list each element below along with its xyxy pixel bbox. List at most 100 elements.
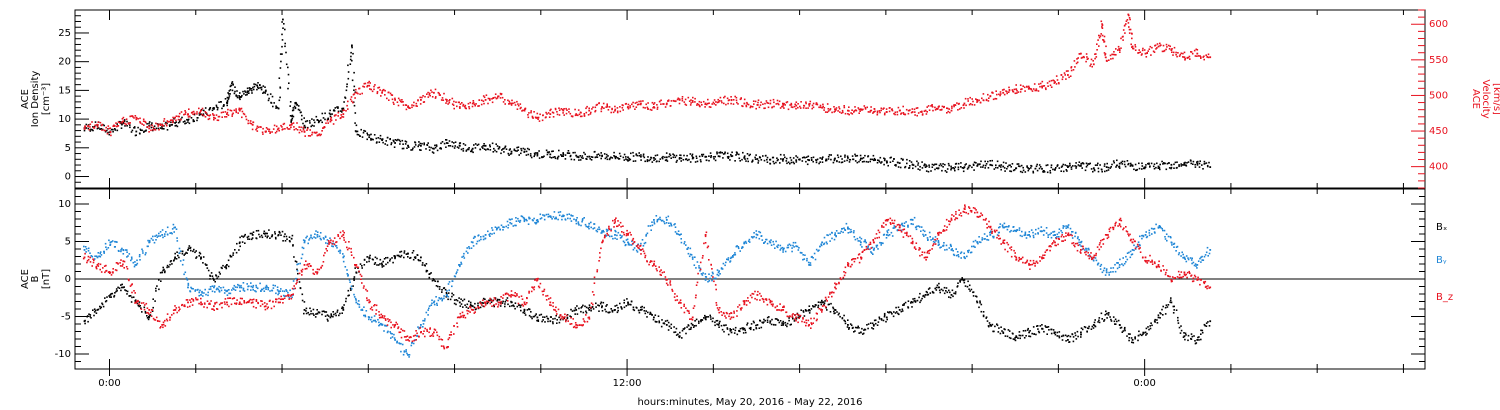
data-point [955, 162, 958, 165]
data-point [1006, 335, 1009, 338]
data-point [629, 303, 631, 306]
data-point [347, 100, 349, 103]
data-point [282, 294, 285, 297]
data-point [509, 218, 512, 221]
data-point [215, 275, 218, 277]
data-point [1060, 74, 1063, 76]
data-point [674, 231, 677, 233]
data-point [1113, 51, 1115, 53]
data-point [732, 99, 735, 101]
data-point [1037, 330, 1040, 333]
data-point [528, 216, 530, 219]
data-point [975, 295, 978, 298]
data-point [461, 102, 463, 104]
data-point [847, 109, 849, 112]
data-point [408, 354, 411, 356]
data-point [973, 161, 976, 164]
data-point [824, 111, 827, 113]
data-point [431, 151, 434, 153]
data-point [623, 306, 626, 309]
data-point [1043, 171, 1046, 173]
data-point [99, 307, 102, 310]
data-point [434, 144, 436, 147]
data-point [1039, 82, 1042, 85]
data-point [347, 77, 350, 80]
data-point [1113, 161, 1115, 164]
data-point [1080, 57, 1083, 59]
data-point [313, 236, 315, 238]
data-point [1110, 58, 1112, 60]
data-point [1182, 56, 1184, 58]
data-point [663, 322, 665, 324]
data-point [902, 159, 904, 161]
data-point [769, 320, 772, 323]
data-point [540, 217, 543, 219]
data-point [85, 248, 88, 250]
data-point [1056, 331, 1059, 334]
data-point [651, 101, 654, 104]
data-point [1161, 160, 1163, 163]
data-point [258, 233, 260, 236]
data-point [985, 163, 988, 165]
data-point [384, 143, 386, 145]
data-point [555, 216, 557, 219]
data-point [1004, 328, 1006, 331]
data-point [369, 88, 371, 90]
data-point [1125, 23, 1127, 25]
data-point [394, 99, 396, 101]
data-point [1050, 79, 1053, 82]
data-point [205, 112, 208, 114]
data-point [737, 247, 740, 250]
data-point [296, 122, 298, 124]
data-point [700, 319, 702, 321]
data-point [931, 166, 934, 168]
data-point [727, 157, 730, 159]
data-point [523, 309, 526, 311]
data-point [535, 222, 538, 224]
data-point [687, 246, 689, 249]
data-point [94, 124, 96, 127]
data-point [914, 300, 917, 302]
data-point [911, 301, 914, 304]
data-point [950, 168, 952, 171]
data-point [772, 240, 774, 243]
data-point [591, 108, 593, 110]
data-point [1012, 91, 1015, 93]
data-point [1080, 336, 1082, 338]
data-point [297, 105, 300, 107]
data-point [570, 158, 573, 161]
data-point [118, 287, 121, 289]
data-point [322, 237, 325, 239]
data-point [765, 238, 767, 241]
data-point [150, 126, 153, 129]
data-point [178, 112, 181, 115]
data-point [355, 299, 357, 301]
data-point [490, 301, 493, 303]
data-point [795, 101, 798, 103]
data-point [521, 215, 524, 218]
data-point [1000, 168, 1002, 171]
data-point [485, 149, 487, 151]
data-point [1156, 47, 1158, 49]
data-point [297, 263, 300, 265]
data-point [673, 223, 675, 226]
data-point [485, 94, 488, 96]
data-point [313, 119, 315, 121]
data-point [862, 157, 865, 159]
data-point [748, 238, 751, 241]
data-point [325, 311, 328, 313]
data-point [907, 112, 910, 115]
data-point [736, 101, 738, 104]
data-point [748, 327, 751, 330]
data-point [616, 304, 618, 307]
data-point [304, 135, 306, 137]
data-point [729, 261, 731, 263]
data-point [1157, 45, 1160, 48]
data-point [816, 158, 819, 161]
data-point [1130, 43, 1132, 46]
data-point [848, 161, 851, 163]
data-point [145, 129, 147, 132]
data-point [170, 121, 172, 124]
data-point [1019, 91, 1022, 93]
data-point [232, 112, 234, 115]
